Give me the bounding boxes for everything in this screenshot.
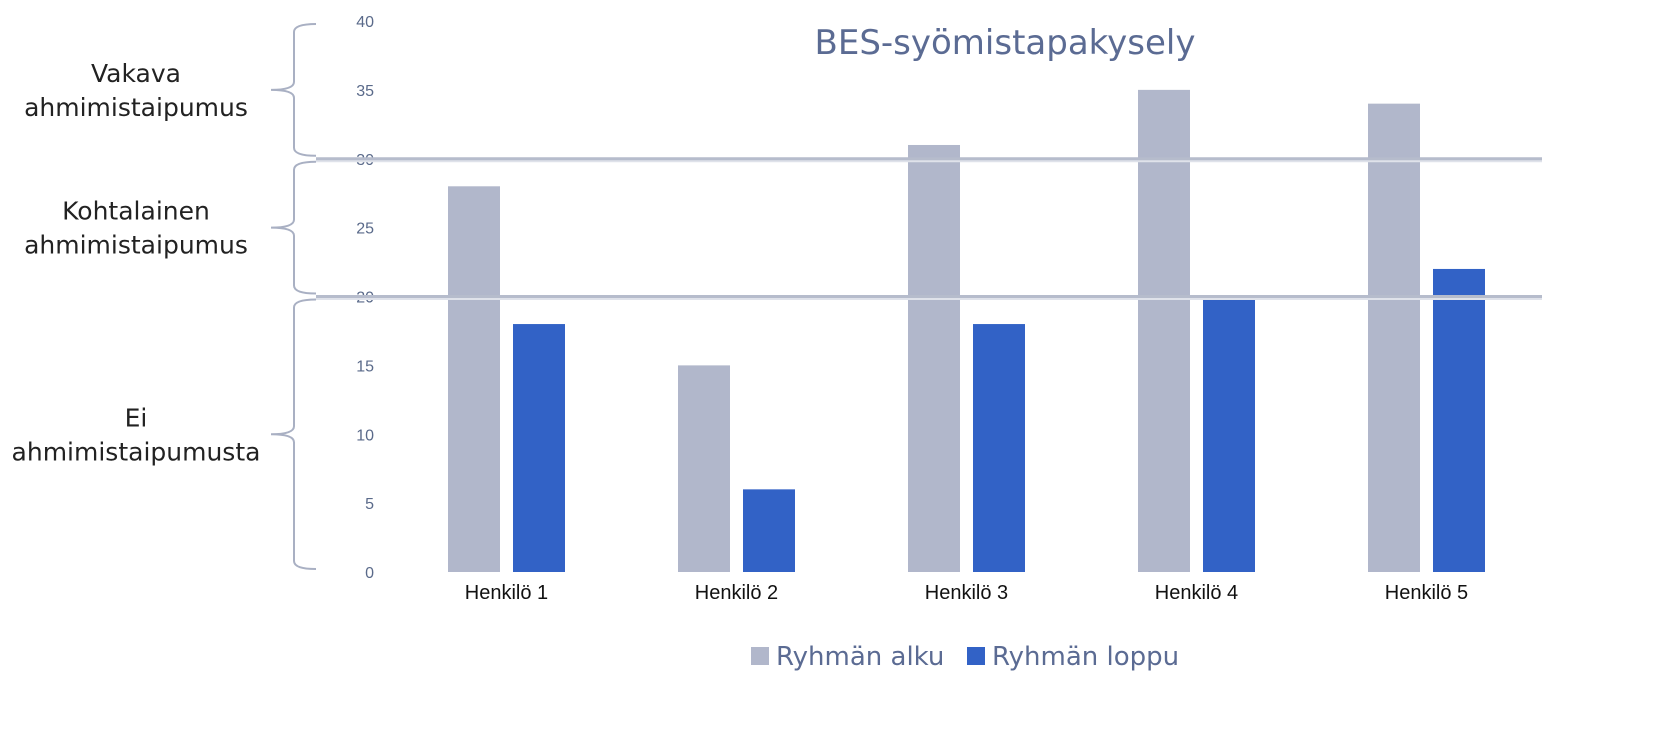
band-brace (270, 298, 317, 570)
band-label: ahmimistaipumus (24, 231, 248, 260)
bar-ryhman-alku-3 (908, 144, 960, 572)
band-label: ahmimistaipumusta (12, 437, 261, 466)
x-axis: Henkilö 1 Henkilö 2 Henkilö 3 Henkilö 4 Henk… (465, 582, 1468, 604)
band-brace (270, 23, 317, 157)
x-tick-label: Henkilö 3 (925, 582, 1008, 604)
y-tick-label: 40 (356, 14, 374, 31)
bar-ryhman-loppu-2 (743, 489, 795, 572)
bar-ryhman-loppu-4 (1203, 296, 1255, 572)
x-tick-label: Henkilö 1 (465, 582, 548, 604)
y-axis: 0510152025303540 (356, 14, 374, 582)
bars (448, 89, 1485, 573)
y-tick-label: 35 (356, 83, 374, 100)
band-label: Vakava (91, 59, 181, 88)
bar-ryhman-alku-5 (1368, 103, 1420, 573)
y-tick-label: 10 (356, 427, 374, 444)
legend-swatch (751, 647, 769, 665)
y-tick-label: 5 (365, 496, 374, 513)
bar-ryhman-loppu-1 (513, 324, 565, 572)
band-label: ahmimistaipumus (24, 93, 248, 122)
bar-ryhman-alku-2 (678, 365, 730, 572)
x-tick-label: Henkilö 5 (1385, 582, 1468, 604)
legend-label: Ryhmän loppu (992, 642, 1179, 672)
y-tick-label: 15 (356, 358, 374, 375)
band-brace (270, 160, 317, 295)
legend: Ryhmän alku Ryhmän loppu (751, 642, 1179, 672)
y-tick-label: 0 (365, 565, 374, 582)
threshold-lines (316, 157, 1542, 300)
bar-ryhman-loppu-3 (973, 324, 1025, 572)
chart-title: BES-syömistapakysely (815, 23, 1196, 63)
bar-ryhman-loppu-5 (1433, 268, 1485, 572)
legend-label: Ryhmän alku (776, 642, 944, 672)
bar-ryhman-alku-4 (1138, 89, 1190, 572)
severity-bands: Vakava ahmimistaipumus Kohtalainen ahmimist… (12, 23, 317, 570)
bar-ryhman-alku-1 (448, 186, 500, 573)
legend-swatch (967, 647, 985, 665)
x-tick-label: Henkilö 4 (1155, 582, 1238, 604)
band-label: Ei (125, 403, 148, 432)
y-tick-label: 25 (356, 221, 374, 238)
band-label: Kohtalainen (62, 197, 210, 226)
x-tick-label: Henkilö 2 (695, 582, 778, 604)
